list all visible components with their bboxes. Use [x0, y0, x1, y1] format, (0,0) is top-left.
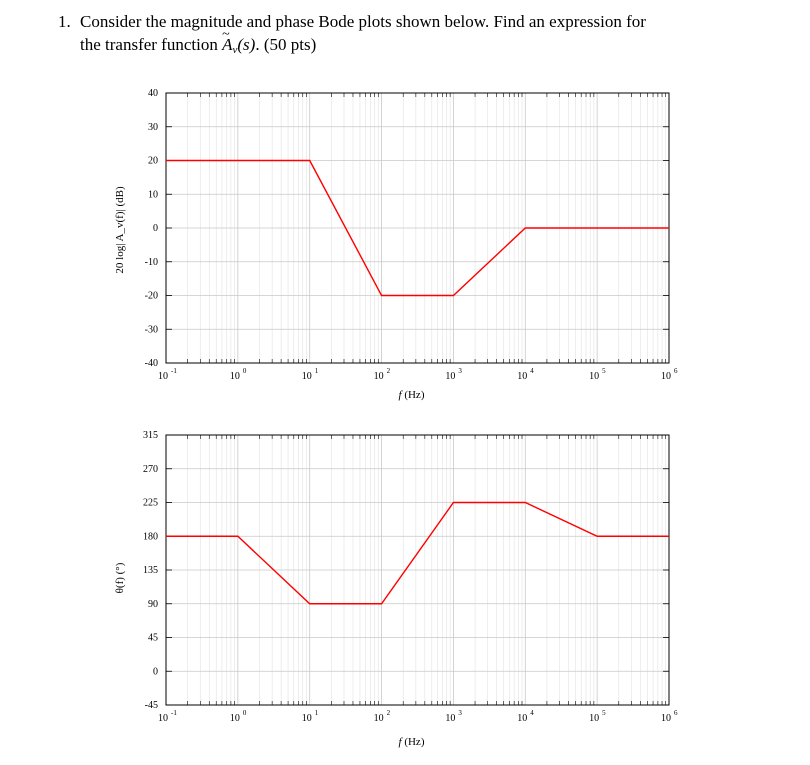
x-tick-label: 10 — [374, 713, 384, 724]
x-tick-label: 10 — [445, 371, 455, 382]
y-axis-label: θ(f) (°) — [114, 562, 126, 593]
series-line — [166, 159, 669, 297]
x-tick-label: 10 — [661, 713, 671, 724]
y-tick-label: 225 — [143, 498, 158, 509]
y-tick-label: 0 — [153, 666, 158, 677]
transfer-function-subscript: v — [232, 44, 238, 56]
y-tick-label: -10 — [145, 257, 158, 268]
question-number: 1. — [58, 12, 71, 31]
question-line-2-prefix: the transfer function — [80, 35, 223, 54]
plot-frame — [165, 434, 670, 706]
x-tick-exponent: 6 — [674, 709, 678, 717]
y-tick-label: 10 — [148, 189, 158, 200]
x-axis-label: f (Hz) — [399, 736, 425, 748]
series-line — [166, 501, 669, 605]
x-tick-exponent: 4 — [530, 367, 534, 375]
y-tick-label: -30 — [145, 324, 158, 335]
x-tick-exponent: -1 — [171, 367, 177, 375]
y-tick-label: -40 — [145, 358, 158, 369]
x-tick-label: 10 — [589, 371, 599, 382]
x-tick-label: 10 — [158, 371, 168, 382]
x-tick-label: 10 — [158, 713, 168, 724]
transfer-function-symbol: ~ A — [222, 27, 233, 54]
x-tick-label: 10 — [302, 371, 312, 382]
x-tick-exponent: 1 — [315, 709, 319, 717]
question-line-2: the transfer function ~ Av(s). (50 pts) — [58, 27, 798, 62]
x-tick-exponent: -1 — [171, 709, 177, 717]
y-tick-label: 315 — [143, 430, 158, 441]
transfer-function-argument: (s) — [237, 35, 256, 54]
y-tick-label: -20 — [145, 291, 158, 302]
x-tick-label: 10 — [445, 713, 455, 724]
x-tick-exponent: 2 — [387, 367, 391, 375]
x-tick-label: 10 — [589, 713, 599, 724]
y-tick-label: 45 — [148, 633, 158, 644]
question-line-1: 1. Consider the magnitude and phase Bode … — [58, 10, 798, 33]
y-tick-label: 40 — [148, 88, 158, 99]
x-tick-label: 10 — [230, 713, 240, 724]
x-tick-exponent: 3 — [458, 709, 462, 717]
x-axis-label: f (Hz) — [399, 389, 425, 401]
y-tick-label: 90 — [148, 599, 158, 610]
x-tick-label: 10 — [374, 371, 384, 382]
question-text: 1. Consider the magnitude and phase Bode … — [58, 10, 798, 62]
y-tick-label: 20 — [148, 156, 158, 167]
y-tick-label: 0 — [153, 223, 158, 234]
y-tick-label: 180 — [143, 531, 158, 542]
x-tick-exponent: 3 — [458, 367, 462, 375]
x-tick-exponent: 4 — [530, 709, 534, 717]
x-tick-exponent: 0 — [243, 367, 247, 375]
x-tick-exponent: 6 — [674, 367, 678, 375]
x-tick-exponent: 1 — [315, 367, 319, 375]
y-tick-label: -45 — [145, 700, 158, 711]
x-tick-exponent: 0 — [243, 709, 247, 717]
x-tick-label: 10 — [230, 371, 240, 382]
x-tick-exponent: 2 — [387, 709, 391, 717]
y-tick-label: 30 — [148, 122, 158, 133]
y-tick-label: 135 — [143, 565, 158, 576]
y-tick-label: 270 — [143, 464, 158, 475]
x-tick-label: 10 — [517, 371, 527, 382]
x-tick-label: 10 — [661, 371, 671, 382]
y-axis-label: 20 log| A_v(f)| (dB) — [114, 186, 126, 274]
x-tick-label: 10 — [517, 713, 527, 724]
x-tick-exponent: 5 — [602, 367, 606, 375]
question-line-2-suffix: . (50 pts) — [255, 35, 317, 54]
x-tick-label: 10 — [302, 713, 312, 724]
question-line-1-text: Consider the magnitude and phase Bode pl… — [80, 12, 646, 31]
x-tick-exponent: 5 — [602, 709, 606, 717]
